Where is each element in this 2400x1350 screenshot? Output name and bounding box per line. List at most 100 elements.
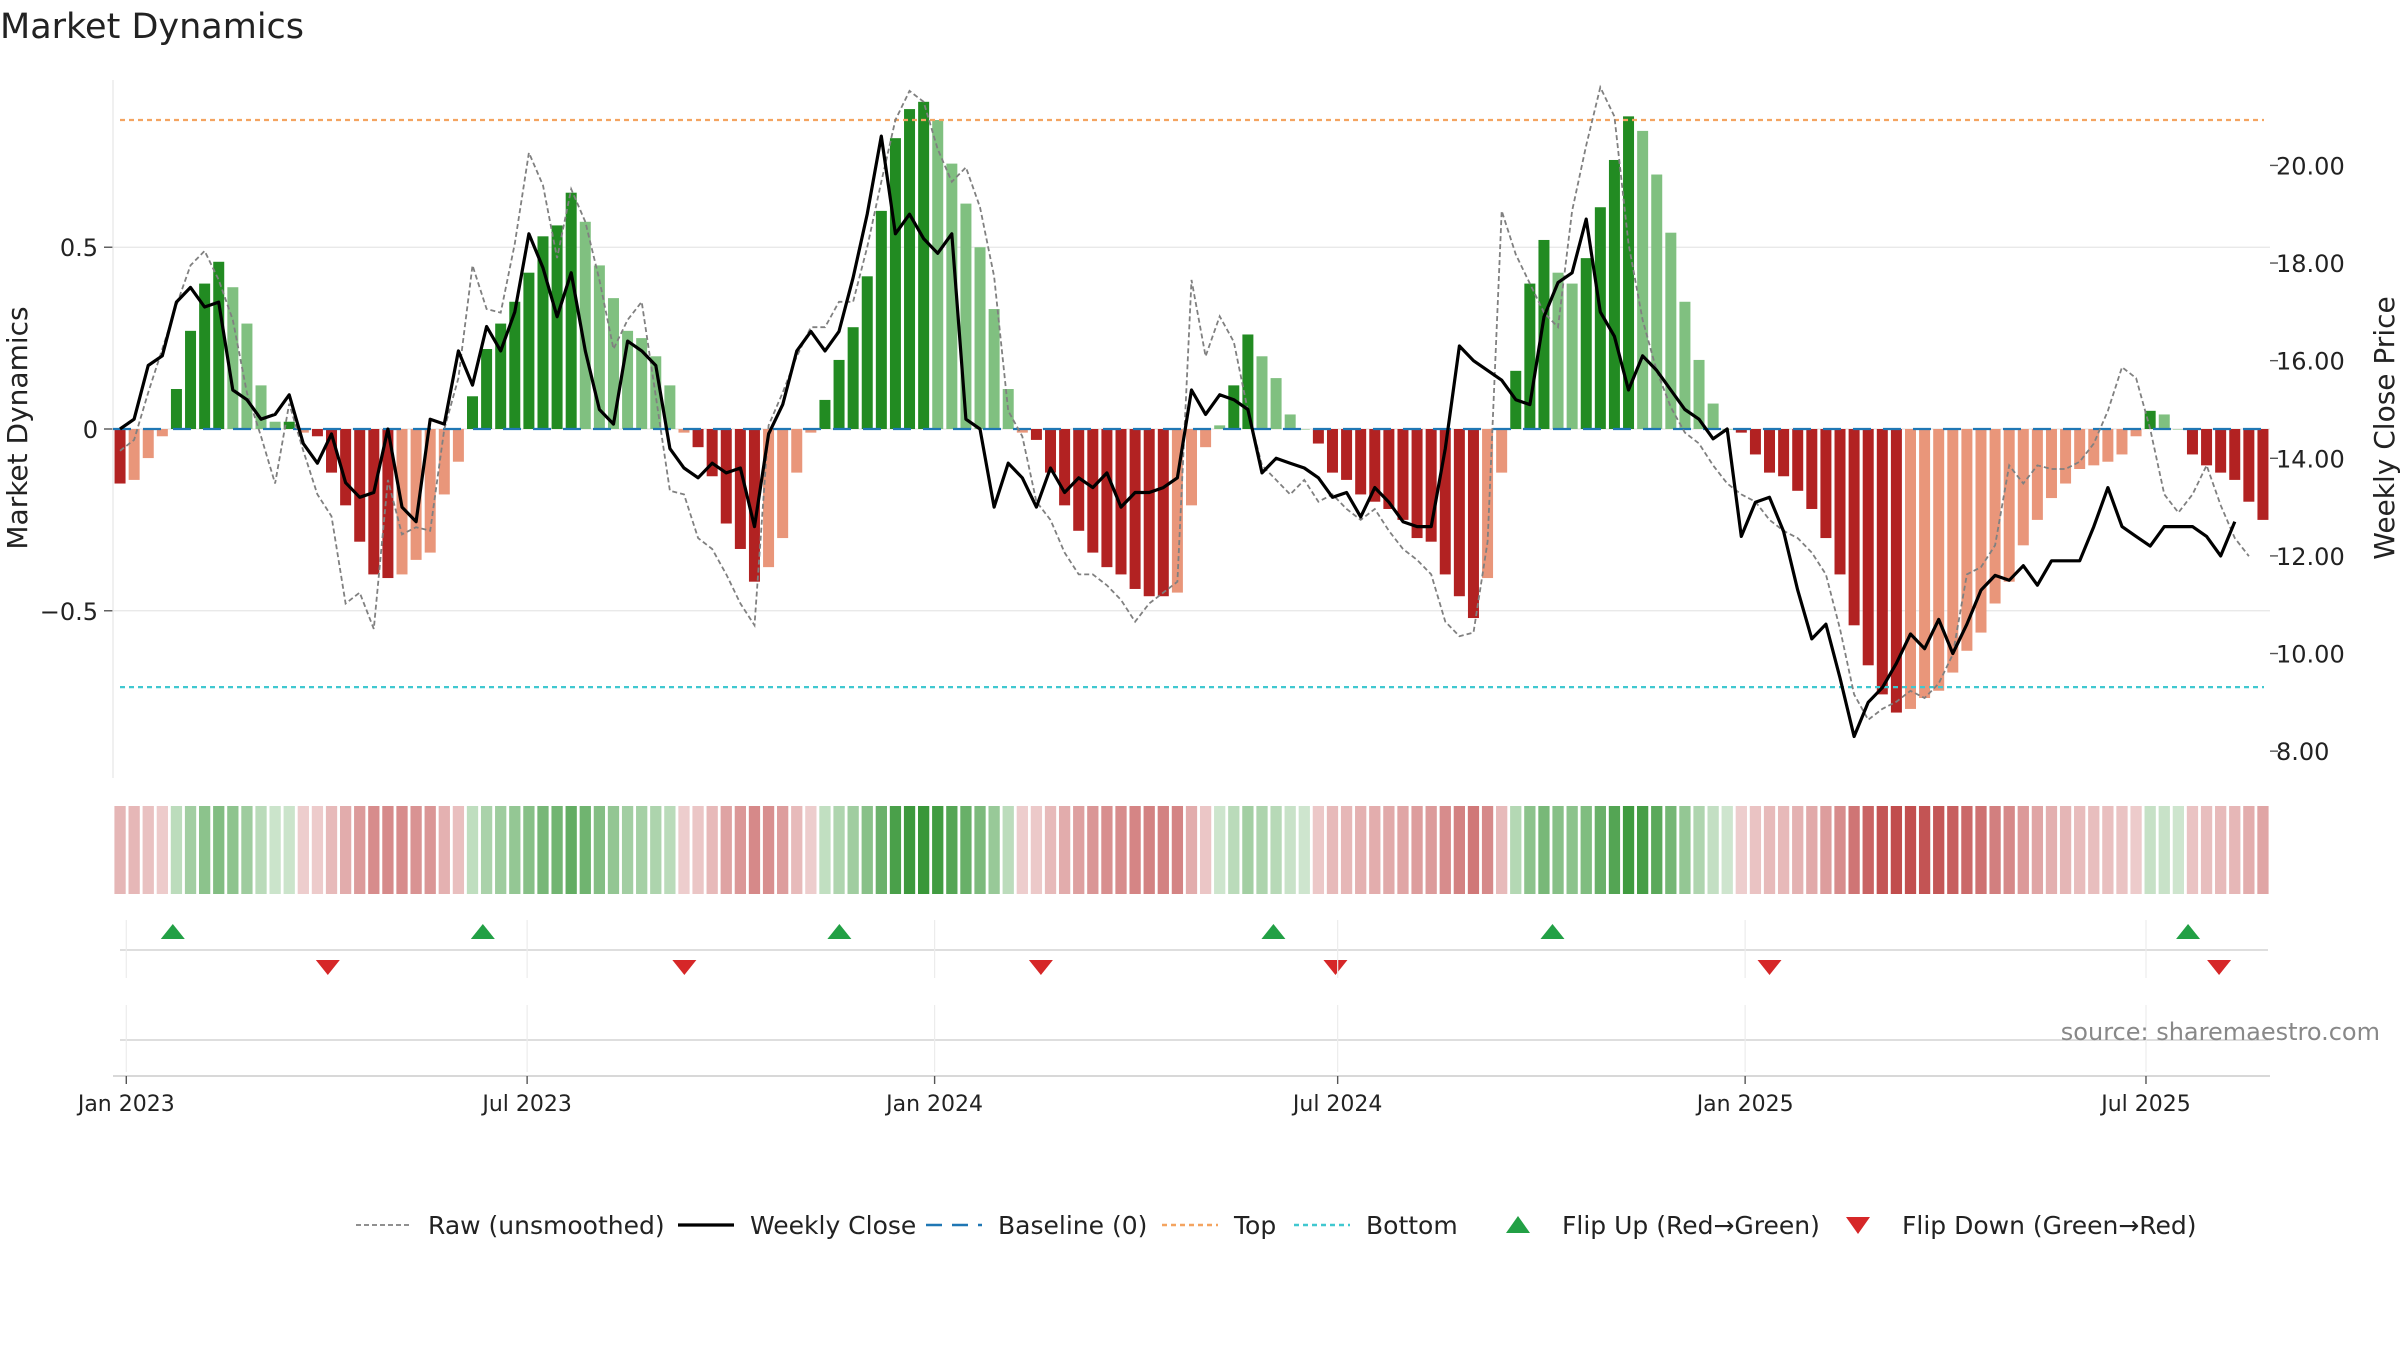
regime-cell [720,806,732,894]
dynamics-bar [918,101,930,429]
dynamics-bar [777,429,789,539]
x-tick-label: Jul 2023 [480,1092,572,1117]
dynamics-bar [1961,429,1973,651]
flip-up-marker [1261,924,1286,939]
regime-cell [269,806,281,894]
regime-cell [1594,806,1606,894]
regime-cell [819,806,831,894]
legend-swatch [1846,1217,1870,1234]
dynamics-bar [1778,429,1790,477]
dynamics-bar [706,429,718,477]
regime-cell [1355,806,1367,894]
regime-cell [2116,806,2128,894]
dynamics-bar [2102,429,2114,462]
regime-cell [1242,806,1254,894]
dynamics-bar [1439,429,1451,575]
x-tick-label: Jan 2024 [884,1092,983,1117]
dynamics-bar [1665,232,1677,429]
regime-cell [1918,806,1931,894]
dynamics-bar [283,421,295,429]
regime-cell [2059,806,2072,894]
dynamics-bar [452,429,464,462]
regime-cell [452,806,465,894]
dynamics-bar [1045,429,1057,473]
flip-down-marker [1323,960,1348,975]
regime-cell [932,806,944,894]
flip-up-marker [1540,924,1565,939]
dynamics-bar [1919,429,1931,699]
regime-cell [537,806,549,894]
dynamics-bar [227,287,239,429]
regime-cell [1129,806,1141,894]
dynamics-bar [1707,403,1719,429]
regime-cell [664,806,676,894]
regime-cell [227,806,239,894]
regime-cell [1749,806,1762,894]
dynamics-bar [354,429,366,542]
regime-cell [805,806,817,894]
dynamics-bar [199,283,211,429]
regime-cell [889,806,902,894]
regime-cell [114,806,126,894]
dynamics-bar [1693,359,1705,429]
flip-down-marker [1757,960,1782,975]
y-axis-right-label: Weekly Close Price [2368,296,2400,559]
dynamics-bar [269,421,281,429]
regime-cell [1101,806,1113,894]
dynamics-bar [1947,429,1959,673]
regime-cell [1157,806,1169,894]
regime-cell [1933,806,1945,894]
dynamics-bar [720,429,732,524]
dynamics-bar [410,429,422,560]
regime-cell [1876,806,1888,894]
dynamics-bar [607,298,619,429]
regime-cell [523,806,535,894]
regime-cell [1115,806,1127,894]
dynamics-bar [2130,429,2142,437]
regime-cell [382,806,394,894]
dynamics-bar [1411,429,1423,539]
dynamics-bar [1214,425,1226,429]
regime-cell [1369,806,1381,894]
regime-cell [1270,806,1282,894]
regime-cell [833,806,845,894]
dynamics-bar [819,399,831,429]
dynamics-bar [1016,429,1028,433]
regime-cell [1044,806,1057,894]
regime-cell [2003,806,2015,894]
reference-lines [113,118,2270,689]
dynamics-bar [1482,429,1494,579]
dynamics-bar [340,429,352,506]
regime-cell [1975,806,1987,894]
dynamics-bar [1242,334,1254,429]
regime-cell [2144,806,2156,894]
dynamics-bar [368,429,380,575]
dynamics-bar [1186,429,1197,506]
regime-cell [1073,806,1085,894]
dynamics-bar [1496,429,1508,473]
dynamics-bar [861,276,873,429]
dynamics-bar [1228,385,1240,429]
regime-cell [1693,806,1705,894]
regime-strip [114,806,2269,894]
dynamics-bar [438,429,450,495]
regime-cell [579,806,591,894]
dynamics-bar [2201,429,2213,466]
flip-down-marker [315,960,340,975]
dynamics-bar [1679,301,1691,429]
dynamics-bar [565,192,577,429]
dynamics-bar [974,247,986,429]
y-right-tick-label: 20.00 [2276,152,2345,180]
regime-cell [1820,806,1832,894]
regime-cell [1199,806,1212,894]
regime-cell [1087,806,1099,894]
regime-cell [213,806,225,894]
regime-cell [1411,806,1423,894]
dynamics-bars [114,101,2269,713]
regime-cell [1792,806,1804,894]
regime-cell [142,806,154,894]
dynamics-bar [2031,429,2043,520]
regime-cell [748,806,761,894]
dynamics-bar [1637,130,1649,430]
legend-label: Flip Up (Red→Green) [1562,1211,1820,1240]
